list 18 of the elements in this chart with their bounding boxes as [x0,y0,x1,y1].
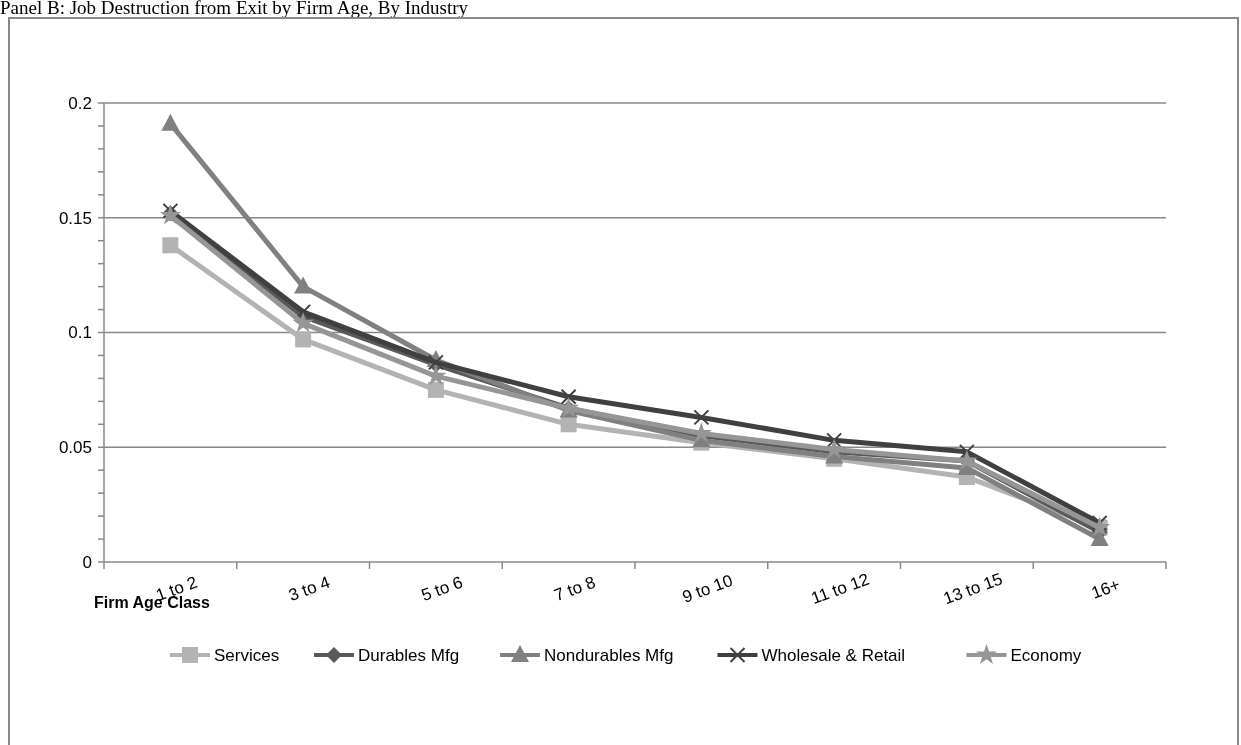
x-tick-label: 13 to 15 [940,569,1006,609]
x-tick-label: 16+ [1088,574,1123,603]
legend-label: Durables Mfg [358,645,460,665]
x-tick-label: 11 to 12 [808,569,872,609]
x-tick-label: 5 to 6 [418,572,466,606]
y-tick-label: 0.2 [68,93,92,113]
legend-label: Wholesale & Retail [761,645,906,665]
y-tick-label: 0.05 [58,438,92,458]
legend-label: Economy [1010,645,1082,665]
chart-title: Panel B: Job Destruction from Exit by Firm Age, By Industry [0,0,469,18]
x-tick-label: 7 to 8 [551,572,598,606]
y-tick-label: 0 [82,552,92,572]
legend-label: Services [214,645,280,665]
y-tick-label: 0.15 [58,208,92,228]
legend-label: Nondurables Mfg [544,645,674,665]
y-tick-label: 0.1 [68,323,92,343]
x-tick-label: 9 to 10 [679,571,736,607]
x-tick-label: 3 to 4 [286,572,333,606]
